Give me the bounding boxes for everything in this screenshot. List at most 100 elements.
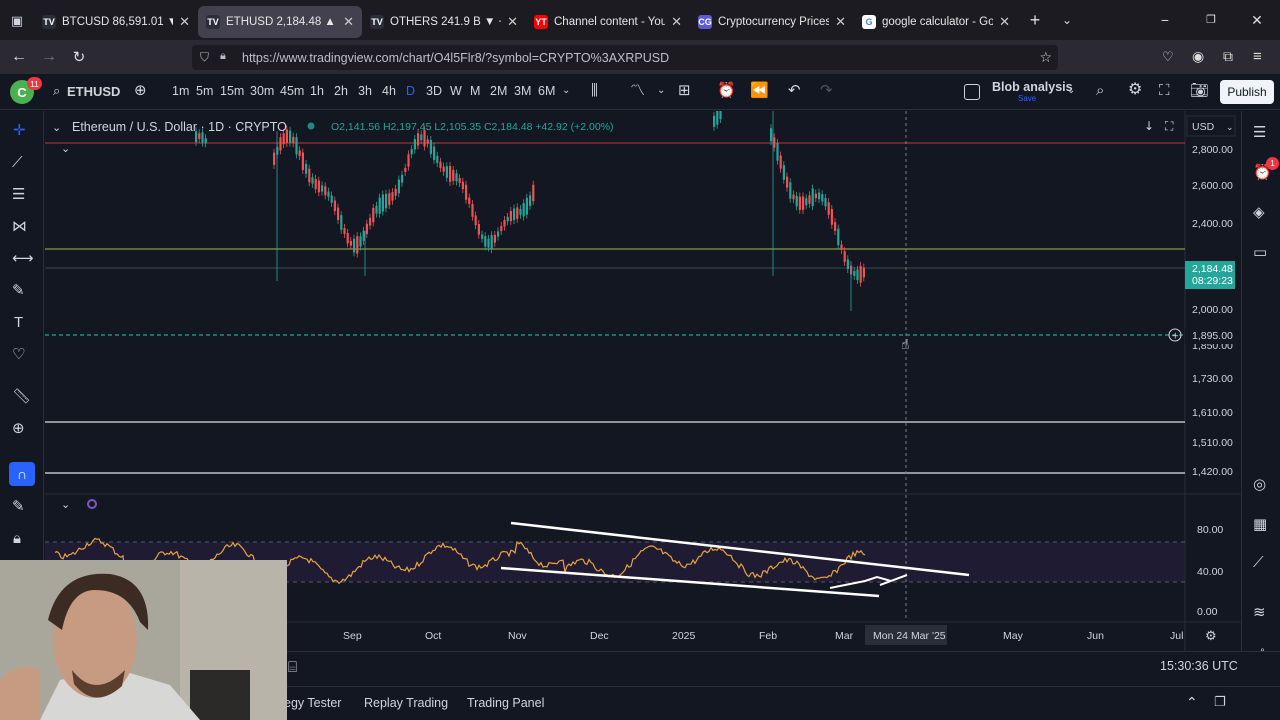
chevron-down-icon[interactable]: ⌄ — [1067, 85, 1076, 96]
browser-tab[interactable]: TV OTHERS 241.9 B ▼ −0.73% Bi ✕ — [362, 6, 526, 38]
maximize-panel-icon[interactable]: ❐ — [1214, 694, 1226, 709]
extensions-icon[interactable]: ⧉ — [1223, 48, 1233, 64]
zoom-in-icon[interactable]: ⊕ — [12, 420, 25, 437]
rsi-trendline-upper[interactable] — [510, 521, 970, 577]
layout-name[interactable]: Blob analysis — [992, 80, 1073, 94]
alerts-icon[interactable]: ⏰ — [1253, 164, 1272, 181]
symbol-legend-title[interactable]: Ethereum / U.S. Dollar · 1D · CRYPTO — [72, 120, 287, 134]
currency-selector[interactable] — [1186, 115, 1236, 137]
interval-1m[interactable]: 1m — [172, 84, 190, 98]
close-window-icon[interactable]: ✕ — [1251, 12, 1263, 28]
interval-5m[interactable]: 5m — [196, 84, 214, 98]
tab-replay-trading[interactable]: Replay Trading — [364, 696, 449, 710]
interval-2h[interactable]: 2h — [334, 84, 348, 98]
search-icon[interactable]: ⌕ — [53, 83, 61, 98]
calendar-icon[interactable]: ▦ — [1253, 516, 1268, 533]
browser-tab[interactable]: TV ETHUSD 2,184.48 ▲ +2% Bi ✕ — [198, 6, 362, 38]
interval-1h[interactable]: 1h — [310, 84, 324, 98]
add-alert-icon[interactable] — [1168, 328, 1182, 342]
indicators-icon[interactable]: 〽 — [630, 82, 646, 99]
interval-4h[interactable]: 4h — [382, 84, 396, 98]
account-icon[interactable]: ◉ — [1192, 48, 1205, 64]
settings-gear-icon[interactable]: ⚙ — [1128, 81, 1143, 98]
measure-icon[interactable]: ⟷ — [12, 250, 34, 267]
close-tab-icon[interactable]: ✕ — [835, 14, 846, 29]
templates-grid-icon[interactable]: ⊞ — [678, 82, 691, 99]
pocket-icon[interactable]: ♡ — [1162, 49, 1174, 64]
layers-icon[interactable]: ◈ — [1253, 204, 1265, 221]
crosshair-icon[interactable]: ✛ — [13, 122, 26, 139]
rsi-legend-collapse-icon[interactable]: ⌄ — [61, 498, 70, 511]
heart-icon[interactable]: ♡ — [12, 346, 26, 363]
bookmark-star-icon[interactable]: ☆ — [1039, 49, 1052, 65]
magnet-icon[interactable]: ∩ — [9, 462, 35, 486]
alert-clock-icon[interactable]: ⏰ — [717, 82, 736, 99]
back-icon[interactable]: ← — [11, 48, 27, 65]
time-axis-settings-icon[interactable]: ⚙ — [1205, 629, 1217, 644]
layout-save-label[interactable]: Save — [1018, 94, 1037, 103]
interval-15m[interactable]: 15m — [220, 84, 245, 98]
tab-strategy-tester[interactable]: egy Tester — [284, 696, 342, 710]
close-tab-icon[interactable]: ✕ — [671, 14, 682, 29]
interval-3h[interactable]: 3h — [358, 84, 372, 98]
forward-icon[interactable]: → — [41, 48, 57, 65]
utc-clock[interactable]: 15:30:36 UTC — [1160, 659, 1238, 673]
interval-2m[interactable]: 2M — [490, 84, 508, 98]
interval-30m[interactable]: 30m — [250, 84, 275, 98]
symbol-search[interactable]: ETHUSD — [67, 84, 121, 99]
lock-icon[interactable]: 🔒︎ — [220, 50, 226, 62]
shield-icon[interactable]: ⛉ — [200, 50, 210, 64]
target-icon[interactable]: ◎ — [1253, 476, 1267, 493]
undo-icon[interactable]: ↶ — [788, 82, 801, 99]
rsi-trendline-lower[interactable] — [500, 566, 880, 598]
streams-icon[interactable]: ≋ — [1253, 604, 1266, 621]
watchlist-icon[interactable]: ☰ — [1253, 124, 1267, 141]
interval-w[interactable]: W — [450, 84, 462, 98]
rsi-indicator-icon[interactable] — [87, 499, 97, 509]
ruler-icon[interactable]: 📏︎ — [12, 388, 32, 405]
date-range-icon[interactable]: ⌸ — [288, 659, 298, 676]
tab-trading-panel[interactable]: Trading Panel — [467, 696, 545, 710]
browser-tab[interactable]: CG Cryptocurrency Prices, Chart ✕ — [690, 6, 854, 38]
ideas-icon[interactable]: ⟋ — [1253, 554, 1264, 571]
interval-3d[interactable]: 3D — [426, 84, 442, 98]
tab-list-icon[interactable]: ▣ — [10, 12, 24, 28]
interval-3m[interactable]: 3M — [514, 84, 532, 98]
lock-drawing-icon[interactable]: ✎ — [12, 498, 25, 515]
chat-icon[interactable]: ▭ — [1253, 244, 1268, 261]
maximize-pane-icon[interactable]: ⛶ — [1164, 119, 1174, 133]
trend-line-icon[interactable]: ⟋ — [12, 154, 23, 171]
menu-icon[interactable]: ≡ — [1253, 48, 1262, 65]
address-bar[interactable]: ⛉ 🔒︎ https://www.tradingview.com/chart/O… — [192, 45, 1058, 70]
close-tab-icon[interactable]: ✕ — [507, 14, 518, 29]
chevron-down-icon[interactable]: ⌄ — [657, 85, 666, 96]
chevron-down-icon[interactable]: ⌄ — [1061, 13, 1073, 27]
layout-checkbox[interactable] — [964, 84, 980, 100]
bar-style-icon[interactable]: ⫼ — [591, 82, 598, 99]
browser-tab[interactable]: TV BTCUSD 86,591.01 ▼ −0.28% Bi ✕ — [34, 6, 198, 38]
text-tool-icon[interactable]: T — [14, 314, 24, 331]
brush-icon[interactable]: ✎ — [12, 282, 25, 299]
close-tab-icon[interactable]: ✕ — [999, 14, 1010, 29]
interval-45m[interactable]: 45m — [280, 84, 305, 98]
fullscreen-icon[interactable]: ⛶ — [1159, 82, 1170, 99]
replay-icon[interactable]: ⏪ — [750, 82, 769, 99]
new-tab-icon[interactable]: + — [1029, 10, 1041, 30]
fib-icon[interactable]: ☰ — [12, 186, 26, 203]
interval-dropdown-icon[interactable]: ⌄ — [562, 85, 571, 96]
camera-icon[interactable]: 📷︎ — [1190, 82, 1210, 99]
lock-icon[interactable]: 🔒︎ — [13, 530, 21, 547]
redo-icon[interactable]: ↷ — [820, 82, 833, 99]
pattern-icon[interactable]: ⋈ — [12, 218, 27, 235]
reload-icon[interactable]: ↻ — [72, 48, 86, 66]
interval-d[interactable]: D — [406, 84, 416, 98]
interval-6m[interactable]: 6M — [538, 84, 556, 98]
legend-expand-icon[interactable]: ⌄ — [61, 142, 70, 155]
scroll-to-latest-icon[interactable]: ↓ — [1144, 119, 1154, 133]
close-tab-icon[interactable]: ✕ — [179, 14, 190, 29]
minimize-icon[interactable]: − — [1160, 12, 1170, 28]
publish-button[interactable]: Publish — [1220, 80, 1274, 104]
quick-search-icon[interactable]: ⌕ — [1096, 82, 1105, 99]
close-tab-icon[interactable]: ✕ — [343, 14, 354, 29]
collapse-panel-icon[interactable]: ⌃ — [1186, 694, 1198, 710]
